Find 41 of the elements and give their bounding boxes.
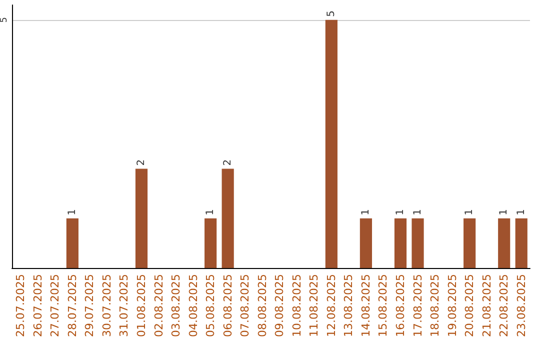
x-tick-label: 31.07.2025 — [118, 274, 131, 338]
x-tick-label: 07.08.2025 — [238, 274, 252, 338]
x-tick-label: 02.08.2025 — [152, 274, 166, 338]
data-label: 1 — [360, 209, 372, 216]
x-tick-label: 11.08.2025 — [308, 274, 321, 338]
x-tick-label: 19.08.2025 — [446, 274, 459, 338]
x-tick-label: 08.08.2025 — [256, 274, 269, 338]
data-label: 1 — [516, 209, 527, 216]
data-label: 1 — [66, 209, 78, 216]
x-tick-label: 03.08.2025 — [170, 274, 183, 338]
x-tick-label: 18.08.2025 — [428, 274, 442, 338]
x-tick-label: 26.07.2025 — [31, 274, 44, 338]
data-label: 1 — [412, 209, 424, 216]
x-tick-label: 17.08.2025 — [411, 274, 424, 338]
x-tick-label: 23.08.2025 — [514, 274, 528, 338]
data-label: 1 — [205, 209, 216, 216]
x-tick-label: 29.07.2025 — [83, 274, 96, 338]
x-tick-label: 30.07.2025 — [100, 274, 114, 338]
x-tick-label: 12.08.2025 — [324, 274, 338, 338]
data-label: 1 — [395, 209, 406, 216]
data-label: 2 — [136, 159, 147, 166]
x-tick-label: 05.08.2025 — [204, 274, 218, 338]
x-tick-label: 28.07.2025 — [66, 274, 79, 338]
x-tick-label: 13.08.2025 — [342, 274, 356, 338]
x-tick-label: 06.08.2025 — [221, 274, 234, 338]
x-tick-label: 15.08.2025 — [376, 274, 390, 338]
x-tick-label: 27.07.2025 — [48, 274, 62, 338]
x-tick-label: 20.08.2025 — [463, 274, 476, 338]
data-label: 5 — [326, 10, 337, 17]
data-label: 1 — [498, 209, 510, 216]
x-tick-label: 09.08.2025 — [273, 274, 286, 338]
data-label: 2 — [222, 159, 234, 166]
x-tick-label: 16.08.2025 — [394, 274, 407, 338]
x-tick-label: 21.08.2025 — [480, 274, 494, 338]
x-tick-label: 04.08.2025 — [186, 274, 200, 338]
data-label: 1 — [464, 209, 476, 216]
x-tick-label: 22.08.2025 — [498, 274, 511, 338]
x-tick-label: 25.07.2025 — [14, 274, 28, 338]
x-tick-label: 01.08.2025 — [135, 274, 148, 338]
x-tick-label: 14.08.2025 — [359, 274, 372, 338]
x-tick-label: 10.08.2025 — [290, 274, 304, 338]
